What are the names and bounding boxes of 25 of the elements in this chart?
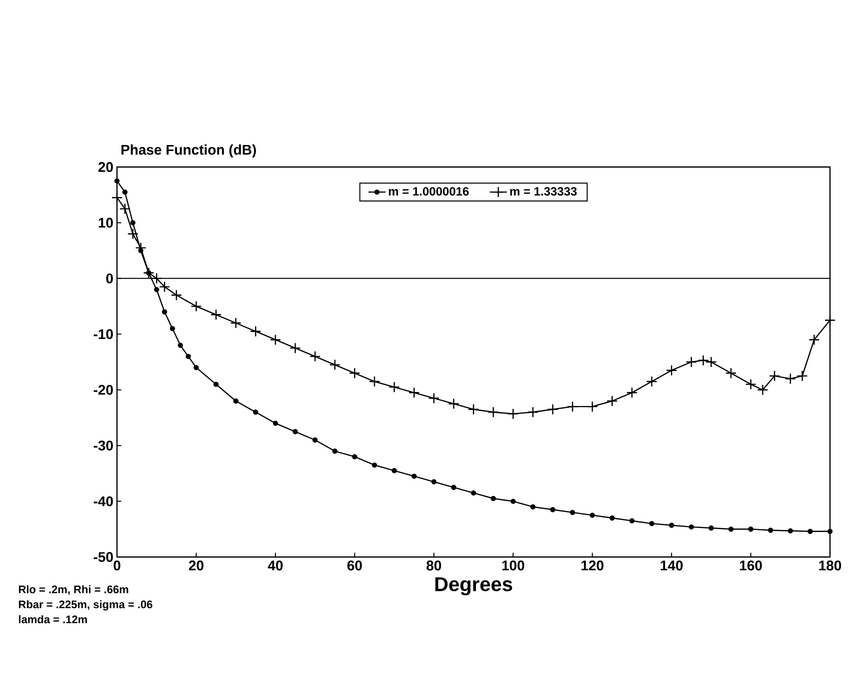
y-tick-label: -50 (94, 552, 113, 562)
x-tick-label: 0 (114, 560, 120, 570)
y-tick-label: -20 (94, 384, 113, 395)
y-tick-label: -10 (94, 329, 113, 340)
x-tick-label: 60 (347, 560, 362, 570)
text: lamda = .12m (18, 615, 87, 624)
y-tick-label: -40 (94, 496, 113, 506)
legend-label: m = 1.33333 (510, 187, 577, 196)
x-tick-label: 100 (502, 560, 524, 570)
x-tick-label: 120 (582, 560, 604, 570)
text: Rlo = .2m, Rhi = .66m (18, 585, 128, 595)
y-tick-label: 20 (98, 162, 113, 172)
x-tick-label: 40 (268, 560, 283, 570)
y-tick-label: 10 (98, 218, 113, 228)
text: Rbar = .225m, sigma = .06 (18, 600, 152, 611)
x-axis-title: Degrees (435, 577, 512, 596)
legend-label: m = 1.0000016 (388, 187, 469, 196)
x-tick-label: 140 (660, 560, 683, 570)
x-tick-label: 80 (426, 560, 442, 570)
x-tick-label: 20 (188, 560, 204, 570)
y-tick-label: -30 (94, 440, 113, 451)
chart-title: Phase Function (dB) (121, 144, 256, 158)
x-tick-label: 180 (819, 560, 842, 570)
x-tick-label: 160 (740, 560, 762, 570)
y-tick-label: 0 (106, 273, 113, 284)
